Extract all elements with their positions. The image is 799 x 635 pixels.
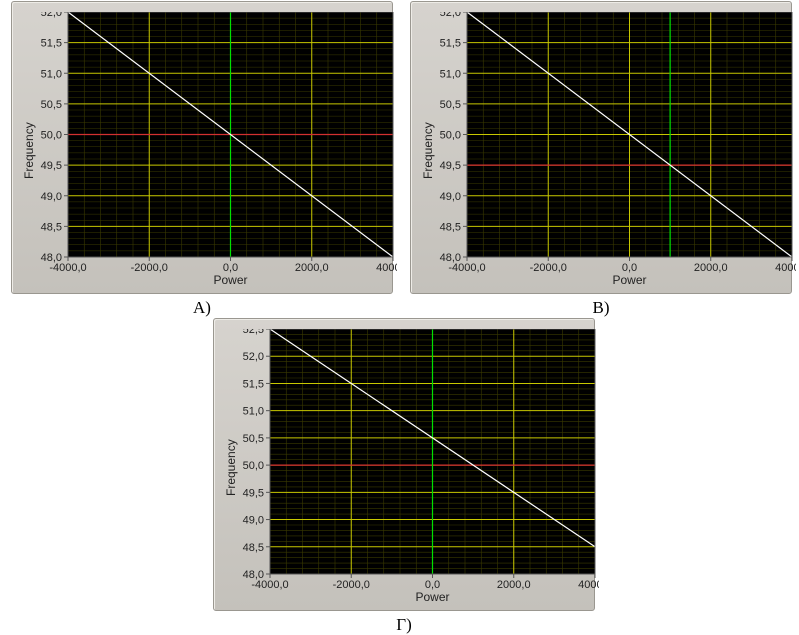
y-tick-label: 48,0: [243, 569, 264, 581]
y-tick-label: 50,5: [41, 99, 62, 111]
y-tick-label: 49,5: [41, 160, 62, 172]
plot-svg: -4000,0-2000,00,02000,04000,048,048,549,…: [232, 329, 599, 594]
y-tick-label: 52,5: [243, 329, 264, 336]
x-axis-label: Power: [467, 273, 792, 287]
y-tick-label: 51,0: [243, 406, 264, 418]
y-tick-label: 50,5: [440, 99, 461, 111]
y-tick-label: 49,0: [243, 515, 264, 527]
plot-svg: -4000,0-2000,00,02000,04000,048,048,549,…: [429, 12, 796, 277]
plot-svg: -4000,0-2000,00,02000,04000,048,048,549,…: [30, 12, 397, 277]
panel-caption-G: Г): [213, 615, 595, 635]
y-tick-label: 51,5: [243, 378, 264, 390]
y-tick-label: 49,0: [440, 191, 461, 203]
y-tick-label: 48,5: [243, 542, 264, 554]
chart-panel-A: Frequency-4000,0-2000,00,02000,04000,048…: [11, 1, 393, 294]
y-tick-label: 49,0: [41, 191, 62, 203]
y-tick-label: 50,0: [440, 130, 461, 142]
y-tick-label: 48,5: [41, 221, 62, 233]
y-tick-label: 48,0: [41, 252, 62, 264]
y-tick-label: 48,5: [440, 221, 461, 233]
y-tick-label: 49,5: [440, 160, 461, 172]
y-tick-label: 51,5: [440, 38, 461, 50]
panel-caption-A: А): [11, 298, 393, 318]
panel-caption-B: В): [410, 298, 792, 318]
y-tick-label: 50,0: [41, 130, 62, 142]
y-tick-label: 49,5: [243, 487, 264, 499]
y-tick-label: 48,0: [440, 252, 461, 264]
y-tick-label: 52,0: [41, 12, 62, 19]
y-tick-label: 51,5: [41, 38, 62, 50]
x-axis-label: Power: [68, 273, 393, 287]
chart-panel-G: Frequency-4000,0-2000,00,02000,04000,048…: [213, 318, 595, 611]
y-tick-label: 51,0: [41, 68, 62, 80]
y-tick-label: 52,0: [243, 351, 264, 363]
y-tick-label: 51,0: [440, 68, 461, 80]
x-axis-label: Power: [270, 590, 595, 604]
y-tick-label: 50,5: [243, 433, 264, 445]
y-tick-label: 52,0: [440, 12, 461, 19]
chart-panel-B: Frequency-4000,0-2000,00,02000,04000,048…: [410, 1, 792, 294]
y-tick-label: 50,0: [243, 460, 264, 472]
